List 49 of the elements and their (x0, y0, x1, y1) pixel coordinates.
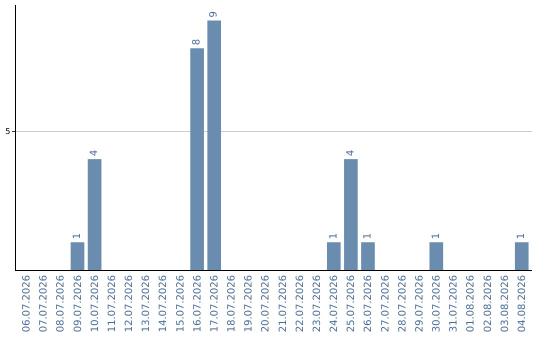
data-label: 1 (516, 232, 528, 240)
x-tick-label: 07.07.2026 (38, 275, 50, 332)
x-tick-label: 29.07.2026 (414, 275, 426, 332)
x-tick-label: 24.07.2026 (329, 275, 340, 332)
x-tick-label: 13.07.2026 (141, 275, 152, 332)
data-label: 1 (328, 232, 340, 240)
x-tick-label: 18.07.2026 (226, 275, 238, 332)
x-tick-label: 25.07.2026 (346, 275, 358, 332)
data-label: 8 (192, 38, 203, 46)
bar (429, 242, 444, 270)
bar (344, 159, 358, 270)
y-tick-label: 5 (5, 127, 10, 136)
bar (326, 242, 341, 270)
x-tick-label: 30.07.2026 (432, 275, 443, 332)
x-tick-label: 06.07.2026 (22, 275, 32, 332)
data-label: 1 (72, 232, 84, 240)
bar (190, 48, 204, 270)
bar (88, 159, 102, 270)
bar (207, 20, 222, 270)
x-tick-label: 20.07.2026 (260, 275, 272, 332)
x-tick-label: 09.07.2026 (72, 275, 84, 332)
x-tick-label: 15.07.2026 (175, 275, 186, 332)
x-tick-label: 23.07.2026 (312, 275, 323, 332)
x-tick-label: 27.07.2026 (380, 275, 392, 332)
x-tick-label: 11.07.2026 (106, 275, 118, 332)
x-tick-label: 17.07.2026 (209, 275, 220, 332)
data-label: 4 (345, 150, 356, 156)
x-tick-label: 16.07.2026 (192, 275, 204, 332)
x-tick-label: 03.08.2026 (500, 275, 511, 332)
x-tick-label: 01.08.2026 (466, 275, 477, 332)
data-label: 9 (208, 11, 220, 18)
x-tick-label: 22.07.2026 (294, 275, 306, 332)
x-tick-label: 02.08.2026 (482, 275, 494, 332)
x-tick-label: 08.07.2026 (56, 275, 67, 332)
x-tick-label: 28.07.2026 (397, 275, 408, 332)
data-label: 1 (362, 232, 374, 240)
x-tick-label: 04.08.2026 (517, 275, 528, 332)
data-label: 1 (430, 232, 442, 240)
x-tick-label: 19.07.2026 (244, 275, 255, 332)
x-tick-label: 10.07.2026 (90, 275, 101, 332)
x-tick-label: 21.07.2026 (278, 275, 289, 332)
bar (361, 242, 375, 270)
bar (514, 242, 529, 270)
x-tick-label: 12.07.2026 (124, 275, 136, 332)
x-tick-label: 26.07.2026 (363, 275, 374, 332)
x-tick-label: 31.07.2026 (448, 275, 460, 332)
x-tick-label: 14.07.2026 (158, 275, 170, 332)
bar (70, 242, 84, 270)
data-label: 4 (89, 150, 100, 156)
